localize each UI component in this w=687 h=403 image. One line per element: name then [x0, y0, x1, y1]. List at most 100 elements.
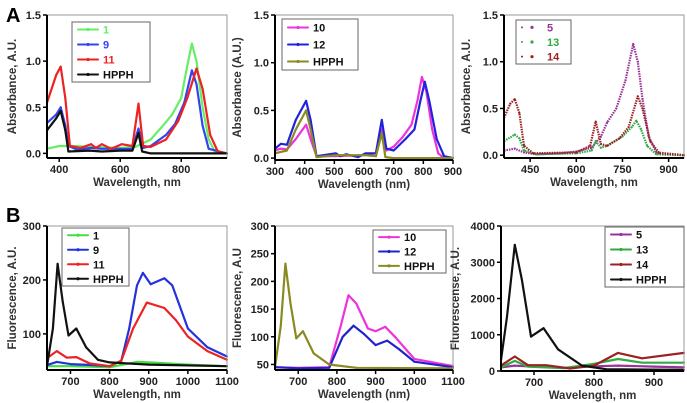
data-point-10 — [384, 325, 387, 328]
y-tick-label: 200 — [251, 276, 269, 288]
y-tick-label: 0.5 — [254, 105, 269, 117]
data-point-12 — [305, 99, 308, 102]
data-point-10 — [431, 128, 434, 131]
data-point-HPPH — [384, 156, 387, 159]
data-point-HPPH — [312, 352, 315, 355]
legend-label-HPPH: HPPH — [93, 274, 124, 286]
data-point-11 — [132, 327, 135, 330]
x-tick-label: 900 — [659, 164, 677, 176]
data-point-13 — [599, 146, 602, 149]
data-point-9 — [69, 363, 72, 366]
data-point-11 — [90, 143, 93, 146]
data-point-12 — [423, 80, 426, 83]
x-tick-label: 800 — [328, 376, 346, 388]
data-point-5 — [632, 42, 635, 45]
legend-label-5: 5 — [547, 22, 553, 34]
legend-marker-9 — [86, 42, 90, 47]
panel-letter-b: B — [6, 205, 20, 227]
data-point-12 — [386, 339, 389, 342]
data-point-10 — [279, 147, 282, 150]
legend-label-12: 12 — [404, 247, 416, 259]
y-tick-label: 50 — [257, 359, 269, 371]
data-point-HPPH — [85, 346, 88, 349]
data-point-HPPH — [56, 262, 59, 265]
x-tick-label: 400 — [295, 166, 313, 178]
y-tick-label: 2000 — [471, 294, 495, 306]
data-point-9 — [195, 83, 198, 86]
data-point-14 — [593, 364, 595, 367]
data-point-9 — [59, 106, 62, 109]
data-point-11 — [206, 350, 209, 353]
legend-box — [604, 226, 685, 288]
data-point-14 — [606, 144, 609, 147]
data-point-10 — [347, 294, 350, 297]
x-axis-label: Wavelength, nm — [93, 177, 181, 189]
data-point-10 — [413, 357, 416, 360]
data-point-10 — [416, 99, 419, 102]
data-point-HPPH — [59, 109, 62, 112]
data-point-HPPH — [374, 155, 377, 158]
x-axis-label: Wavelength, nm — [93, 389, 181, 401]
legend-marker-5 — [619, 232, 623, 237]
y-tick-label: 0 — [489, 366, 495, 378]
data-point-12 — [334, 152, 337, 155]
data-point-1 — [180, 97, 183, 100]
data-point-5 — [513, 364, 516, 367]
x-tick-label: 900 — [645, 377, 663, 389]
data-point-11 — [110, 147, 113, 150]
chart-panel-1: 400 600 800 0.0 0.5 1.0 1.5 Wavelength, nm Absor… — [7, 10, 228, 189]
y-axis-label: Absorbance (A.U.) — [232, 37, 244, 137]
legend-marker-12 — [296, 42, 300, 47]
y-tick-label: 1.5 — [26, 10, 41, 22]
data-point-13 — [513, 359, 516, 362]
data-point-12 — [352, 324, 355, 327]
data-point-5 — [617, 364, 619, 367]
data-point-1 — [69, 365, 72, 368]
chart-panel-3: 450 600 750 900 0.0 0.5 1.0 1.5 Wavelength, nm Ab… — [461, 10, 685, 189]
data-point-9 — [190, 69, 193, 72]
data-point-14 — [594, 120, 597, 123]
chart-panel-2: 300 400 500 600 700 800 900 0.0 0.5 1.0 1.5 Wavelen… — [232, 10, 462, 191]
data-point-12 — [443, 155, 446, 158]
data-point-13 — [518, 137, 521, 140]
legend-marker-11 — [76, 262, 80, 266]
data-point-14 — [509, 102, 512, 105]
x-axis-label: Wavelength (nm) — [318, 179, 410, 191]
data-point-13 — [655, 153, 658, 156]
y-tick-label: 0.0 — [254, 153, 269, 165]
data-point-5 — [615, 107, 618, 110]
legend-marker-10 — [296, 25, 300, 30]
data-point-14 — [513, 355, 516, 358]
data-point-11 — [175, 319, 178, 322]
data-point-12 — [285, 143, 288, 146]
data-point-11 — [186, 97, 189, 100]
data-point-11 — [137, 102, 140, 105]
data-point-1 — [195, 60, 198, 63]
data-point-12 — [297, 367, 300, 370]
data-point-1 — [58, 145, 61, 148]
x-tick-label: 700 — [61, 376, 79, 388]
data-point-9 — [164, 133, 167, 136]
data-point-13 — [594, 140, 597, 143]
y-tick-label: 0.0 — [26, 148, 41, 160]
data-point-14 — [527, 364, 529, 367]
data-point-11 — [65, 356, 68, 359]
data-point-10 — [294, 138, 297, 141]
legend-label-10: 10 — [404, 232, 416, 244]
data-point-11 — [79, 146, 82, 149]
legend-marker-1 — [86, 27, 90, 32]
data-point-5 — [513, 147, 516, 150]
data-point-11 — [68, 145, 71, 148]
data-point-9 — [128, 327, 131, 330]
legend-label-13: 13 — [636, 245, 648, 257]
data-point-HPPH — [557, 348, 559, 351]
y-tick-label: 1.5 — [483, 10, 498, 22]
data-point-HPPH — [392, 157, 395, 160]
legend: 10 12 HPPH — [281, 18, 359, 71]
x-axis-label: Wavelength, nm — [549, 390, 637, 402]
data-point-HPPH — [289, 302, 292, 305]
legend-label-14: 14 — [547, 52, 560, 64]
legend: 5 13 14 — [515, 19, 572, 65]
data-point-HPPH — [55, 117, 58, 120]
data-point-12 — [309, 118, 312, 121]
